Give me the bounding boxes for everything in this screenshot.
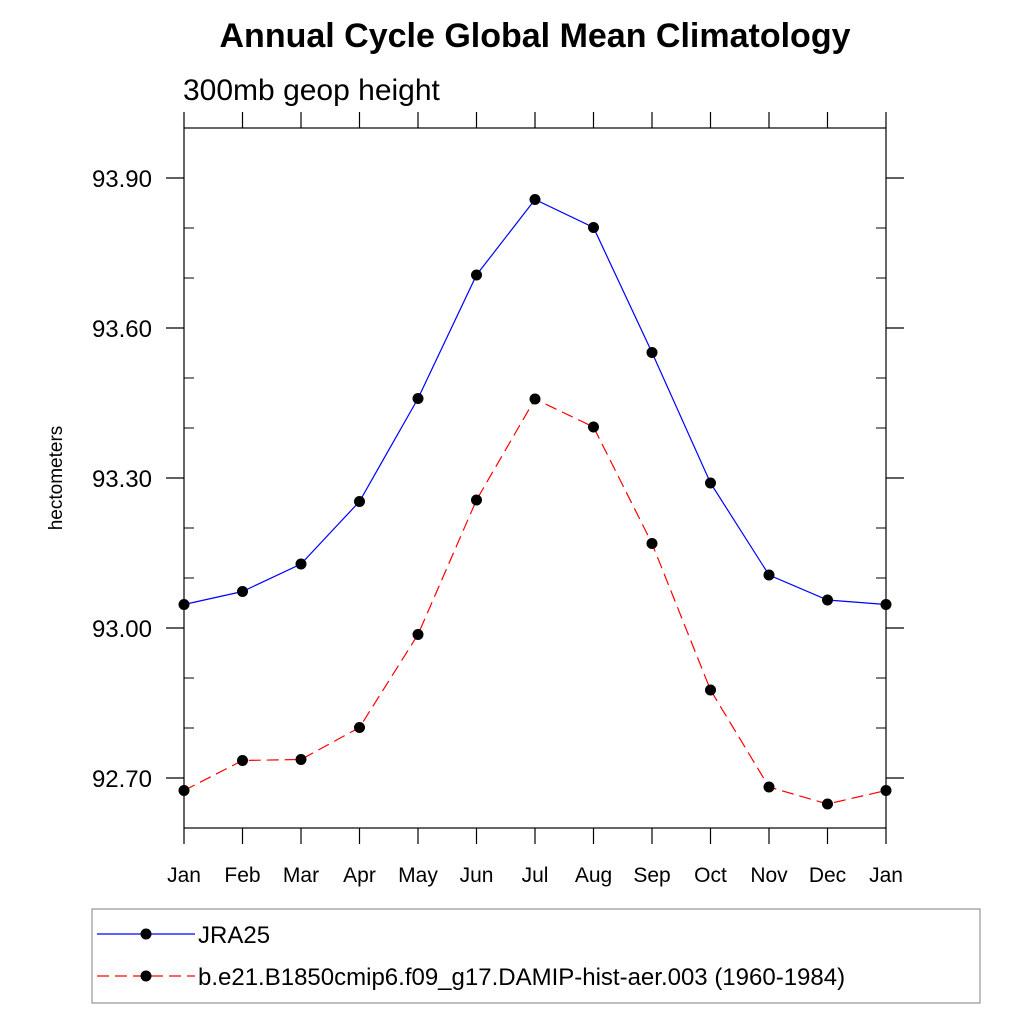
- data-point: [354, 722, 365, 733]
- plot-frame: [183, 127, 887, 829]
- data-point: [471, 494, 482, 506]
- legend-marker: [140, 970, 152, 982]
- axes: 93.90 93.60 93.30 93.00 92.70 Jan Feb Mar Apr May…: [92, 112, 904, 887]
- data-point: [529, 393, 541, 405]
- y-tick-label: 93.90: [92, 166, 152, 193]
- data-point: [646, 347, 658, 358]
- x-tick-label: Oct: [694, 864, 727, 887]
- y-tick-label: 93.60: [92, 316, 152, 343]
- x-tick-label: Sep: [633, 864, 670, 887]
- x-tick-label: Jan: [869, 864, 903, 887]
- data-point: [880, 785, 892, 796]
- data-point: [822, 594, 833, 606]
- y-tick-label: 92.70: [92, 766, 152, 793]
- data-point: [295, 558, 307, 570]
- data-point: [588, 421, 599, 433]
- series-line-1: [183, 398, 887, 805]
- data-point: [705, 684, 716, 696]
- x-tick-label: Jan: [167, 864, 201, 887]
- legend-box: [91, 908, 981, 1004]
- data-point: [295, 754, 307, 765]
- x-tick-label: Jun: [460, 864, 494, 887]
- data-point: [237, 755, 248, 766]
- data-point: [763, 569, 775, 581]
- data-point: [178, 599, 190, 610]
- x-tick-label: Dec: [809, 864, 846, 887]
- data-point: [354, 496, 365, 507]
- x-tick-label: Feb: [224, 864, 260, 887]
- y-tick-label: 93.30: [92, 466, 152, 493]
- data-point: [705, 477, 716, 489]
- legend-label-0: JRA25: [198, 922, 270, 949]
- legend-label-1: b.e21.B1850cmip6.f09_g17.DAMIP-hist-aer.…: [198, 964, 845, 991]
- data-point: [763, 781, 775, 793]
- data-point: [646, 538, 658, 549]
- data-point: [471, 269, 482, 281]
- x-tick-label: May: [398, 864, 438, 887]
- data-point: [588, 222, 599, 233]
- data-point: [822, 798, 833, 810]
- legend: JRA25 b.e21.B1850cmip6.f09_g17.DAMIP-hist…: [91, 908, 981, 1004]
- data-point: [412, 393, 424, 404]
- data-point: [178, 785, 190, 796]
- chart-title: Annual Cycle Global Mean Climatology: [220, 17, 851, 55]
- data-point: [529, 194, 541, 205]
- data-point: [880, 599, 892, 610]
- data-point: [237, 586, 248, 597]
- x-tick-label: Aug: [575, 864, 612, 887]
- legend-marker: [140, 928, 152, 940]
- y-tick-label: 93.00: [92, 616, 152, 643]
- series-group: [178, 194, 892, 810]
- x-tick-label: Nov: [750, 864, 788, 887]
- data-point: [412, 629, 424, 640]
- chart-subtitle: 300mb geop height: [183, 74, 441, 107]
- x-tick-label: Mar: [283, 864, 319, 887]
- x-tick-label: Jul: [522, 864, 549, 887]
- x-tick-label: Apr: [343, 864, 376, 887]
- y-axis-label: hectometers: [46, 426, 67, 531]
